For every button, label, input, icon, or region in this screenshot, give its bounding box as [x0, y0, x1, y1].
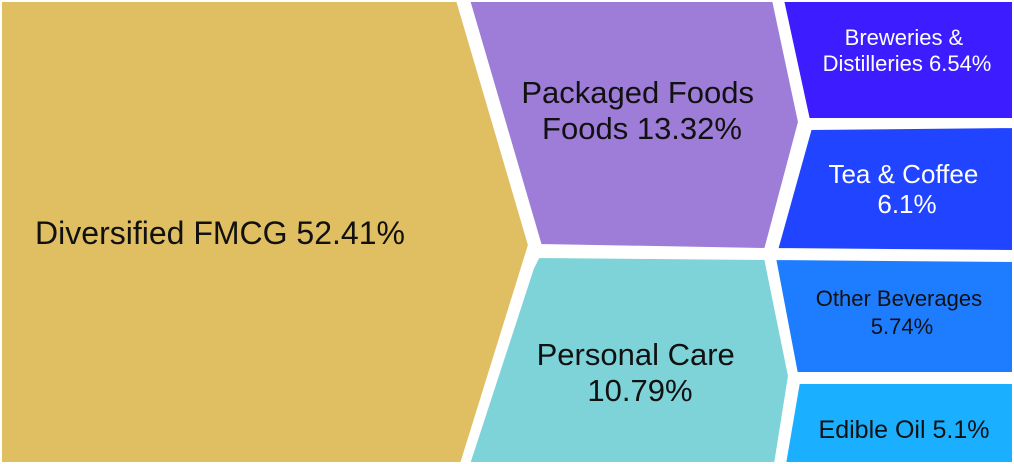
cell-breweries-distilleries-shape [780, 0, 1014, 122]
cell-edible-oil: Edible Oil 5.1% [782, 380, 1014, 464]
cell-tea-coffee-label: Tea & Coffee 6.1% [828, 159, 985, 219]
cell-packaged-foods-shape [466, 0, 802, 252]
cell-other-beverages-shape [772, 256, 1014, 376]
cell-other-beverages-label: Other Beverages 5.74% [816, 286, 988, 339]
cell-personal-care-label: Personal Care 10.79% [537, 337, 744, 408]
cell-other-beverages: Other Beverages 5.74% [772, 256, 1014, 376]
cell-diversified-fmcg-label: Diversified FMCG 52.41% [35, 215, 405, 251]
cell-breweries-distilleries-label: Breweries & Distilleries 6.54% [823, 25, 992, 76]
cell-diversified-fmcg-shape [0, 0, 532, 464]
breweries-word-2: Distilleries [823, 51, 923, 76]
cell-packaged-foods: Packaged Foods Foods 13.32% [466, 0, 802, 252]
cell-packaged-foods-label: Packaged Foods Foods 13.32% [521, 75, 762, 146]
cell-edible-oil-shape [782, 380, 1014, 464]
packaged-foods-word-2: Foods [542, 111, 628, 146]
cell-edible-oil-label: Edible Oil 5.1% [819, 416, 990, 444]
cell-breweries-distilleries: Breweries & Distilleries 6.54% [780, 0, 1014, 122]
cell-tea-coffee-shape [774, 124, 1014, 254]
cell-personal-care: Personal Care 10.79% [466, 254, 792, 464]
breweries-word-1: Breweries & [845, 25, 964, 50]
cell-personal-care-shape [466, 254, 792, 464]
cell-diversified-fmcg: Diversified FMCG 52.41% [0, 0, 532, 464]
cell-tea-coffee: Tea & Coffee 6.1% [774, 124, 1014, 254]
